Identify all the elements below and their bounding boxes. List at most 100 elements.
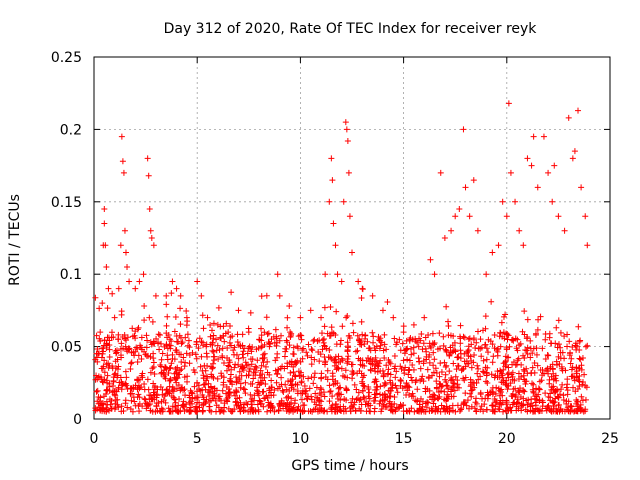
- data-point: [165, 388, 172, 395]
- data-point: [321, 304, 328, 311]
- data-point: [200, 325, 207, 332]
- data-point: [143, 332, 150, 339]
- data-point: [329, 393, 336, 400]
- data-point: [457, 335, 464, 342]
- data-point: [487, 389, 494, 396]
- data-point: [258, 293, 265, 300]
- data-point: [361, 395, 368, 402]
- data-point: [379, 307, 386, 314]
- data-point: [182, 392, 189, 399]
- data-point: [340, 198, 347, 205]
- data-point: [343, 386, 350, 393]
- data-point: [103, 263, 110, 270]
- data-point: [156, 346, 163, 353]
- data-point: [122, 368, 129, 375]
- data-point: [355, 278, 362, 285]
- data-point: [208, 408, 215, 415]
- data-point: [456, 408, 463, 415]
- data-point: [124, 334, 131, 341]
- data-point: [240, 404, 247, 411]
- data-point: [456, 206, 463, 213]
- data-point: [505, 364, 512, 371]
- data-point: [167, 376, 174, 383]
- data-point: [406, 357, 413, 364]
- data-point: [492, 403, 499, 410]
- data-point: [349, 375, 356, 382]
- data-point: [282, 345, 289, 352]
- data-point: [155, 331, 162, 338]
- data-point: [221, 404, 228, 411]
- data-point: [372, 387, 379, 394]
- data-point: [206, 393, 213, 400]
- data-point: [297, 314, 304, 321]
- data-point: [231, 364, 238, 371]
- data-point: [104, 372, 111, 379]
- data-point: [356, 397, 363, 404]
- data-point: [430, 369, 437, 376]
- data-point: [99, 300, 106, 307]
- data-point: [447, 349, 454, 356]
- tick-marks: [93, 56, 611, 420]
- data-point: [233, 402, 240, 409]
- data-point: [405, 383, 412, 390]
- data-point: [146, 400, 153, 407]
- data-point: [403, 392, 410, 399]
- data-point: [381, 341, 388, 348]
- data-point: [346, 213, 353, 220]
- data-point: [203, 350, 210, 357]
- data-point: [497, 397, 504, 404]
- data-point: [257, 367, 264, 374]
- data-point: [370, 339, 377, 346]
- data-point: [444, 406, 451, 413]
- data-point: [437, 169, 444, 176]
- data-point: [383, 346, 390, 353]
- data-point: [199, 339, 206, 346]
- data-point: [454, 362, 461, 369]
- data-point: [477, 373, 484, 380]
- data-point: [286, 342, 293, 349]
- data-point: [226, 357, 233, 364]
- data-point: [429, 372, 436, 379]
- data-point: [555, 317, 562, 324]
- data-point: [168, 290, 175, 297]
- data-point: [538, 407, 545, 414]
- data-point: [475, 365, 482, 372]
- data-point: [434, 346, 441, 353]
- data-point: [450, 360, 457, 367]
- data-point: [247, 356, 254, 363]
- data-point: [557, 407, 564, 414]
- data-point: [529, 364, 536, 371]
- data-point: [320, 389, 327, 396]
- data-point: [101, 369, 108, 376]
- data-point: [391, 335, 398, 342]
- data-point: [360, 382, 367, 389]
- data-point: [403, 384, 410, 391]
- data-point: [579, 381, 586, 388]
- data-point: [365, 384, 372, 391]
- data-point: [342, 405, 349, 412]
- data-point: [462, 390, 469, 397]
- data-point: [235, 307, 242, 314]
- data-point: [278, 374, 285, 381]
- data-point: [110, 388, 117, 395]
- data-point: [271, 408, 278, 415]
- data-point: [144, 337, 151, 344]
- data-point: [221, 338, 228, 345]
- data-point: [340, 372, 347, 379]
- data-point: [146, 392, 153, 399]
- data-point: [186, 394, 193, 401]
- data-point: [178, 351, 185, 358]
- data-point: [165, 331, 172, 338]
- data-point: [183, 322, 190, 329]
- data-point: [177, 292, 184, 299]
- data-point: [97, 394, 104, 401]
- data-point: [452, 348, 459, 355]
- data-point: [264, 408, 271, 415]
- data-point: [117, 352, 124, 359]
- data-point: [555, 402, 562, 409]
- data-point: [507, 169, 514, 176]
- data-point: [420, 357, 427, 364]
- data-point: [92, 407, 99, 414]
- data-point: [234, 399, 241, 406]
- data-point: [515, 370, 522, 377]
